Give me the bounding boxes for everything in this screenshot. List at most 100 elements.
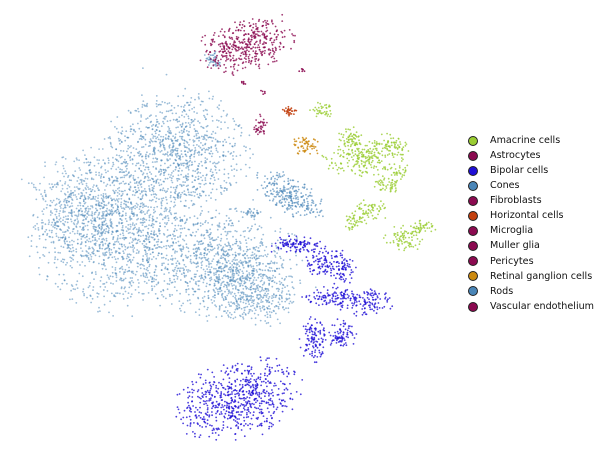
data-point: [240, 403, 243, 405]
data-point: [186, 282, 189, 285]
data-point: [194, 282, 197, 285]
data-point: [227, 301, 230, 304]
data-point: [107, 137, 110, 139]
data-point: [276, 239, 279, 242]
data-point: [154, 157, 157, 160]
data-point: [180, 105, 183, 108]
data-point: [159, 141, 162, 144]
data-point: [52, 225, 54, 228]
data-point: [108, 227, 110, 230]
data-point: [160, 269, 163, 271]
data-point: [270, 177, 273, 179]
data-point: [179, 142, 182, 145]
data-point: [143, 240, 146, 243]
data-point: [93, 249, 95, 251]
data-point: [199, 376, 202, 379]
data-point: [197, 280, 200, 283]
data-point: [140, 274, 142, 277]
data-point: [240, 131, 243, 134]
data-point: [56, 258, 59, 261]
data-point: [200, 153, 203, 156]
data-point: [227, 283, 229, 285]
data-point: [258, 225, 261, 228]
data-point: [249, 393, 252, 395]
data-point: [193, 185, 195, 188]
data-point: [134, 186, 137, 189]
data-point: [180, 162, 182, 165]
data-point: [263, 374, 266, 377]
data-point: [244, 397, 247, 400]
data-point: [208, 90, 210, 93]
data-point: [201, 418, 204, 421]
data-point: [177, 126, 179, 129]
data-point: [225, 181, 228, 184]
data-point: [191, 108, 194, 110]
data-point: [278, 303, 281, 306]
data-point: [47, 261, 50, 264]
data-point: [185, 194, 188, 197]
data-point: [179, 235, 182, 238]
data-point: [239, 294, 242, 297]
data-point: [108, 209, 111, 212]
data-point: [89, 240, 92, 243]
data-point: [69, 232, 72, 235]
data-point: [123, 176, 126, 179]
data-point: [227, 411, 230, 413]
data-point: [84, 225, 87, 227]
data-point: [166, 288, 169, 291]
data-point: [238, 282, 241, 285]
data-point: [307, 208, 310, 211]
data-point: [236, 362, 239, 365]
data-point: [129, 236, 132, 239]
data-point: [185, 177, 188, 180]
data-point: [91, 188, 94, 191]
data-point: [158, 103, 161, 106]
data-point: [152, 226, 154, 229]
data-point: [279, 283, 282, 286]
data-point: [75, 302, 78, 304]
data-point: [181, 191, 184, 194]
data-point: [262, 262, 264, 265]
data-point: [141, 202, 144, 204]
data-point: [287, 245, 290, 248]
data-point: [206, 308, 209, 311]
data-point: [93, 190, 96, 193]
data-point: [98, 201, 101, 204]
data-point: [287, 180, 290, 183]
data-point: [146, 259, 149, 262]
data-point: [108, 242, 111, 245]
data-point: [146, 102, 149, 105]
data-point: [83, 294, 85, 297]
data-point: [157, 149, 160, 152]
data-point: [199, 224, 202, 227]
data-point: [103, 254, 106, 257]
data-point: [88, 196, 91, 199]
data-point: [254, 385, 257, 388]
data-point: [116, 187, 119, 190]
data-point: [204, 273, 207, 275]
data-point: [107, 229, 110, 232]
data-point: [83, 194, 86, 197]
data-point: [72, 249, 75, 252]
data-point: [218, 307, 221, 310]
data-point: [108, 252, 111, 254]
data-point: [276, 187, 278, 190]
data-point: [153, 280, 155, 283]
data-point: [146, 252, 149, 255]
data-point: [325, 261, 328, 264]
data-point: [231, 260, 234, 263]
data-point: [104, 217, 107, 220]
data-point: [266, 420, 268, 423]
data-point: [265, 401, 268, 404]
data-point: [249, 427, 252, 430]
data-point: [176, 152, 179, 155]
data-point: [232, 317, 235, 320]
data-point: [222, 387, 225, 389]
data-point: [85, 161, 88, 164]
data-point: [165, 257, 167, 260]
data-point: [214, 404, 217, 407]
data-point: [100, 180, 103, 183]
data-point: [209, 60, 212, 63]
data-point: [163, 171, 166, 174]
data-point: [157, 281, 160, 284]
